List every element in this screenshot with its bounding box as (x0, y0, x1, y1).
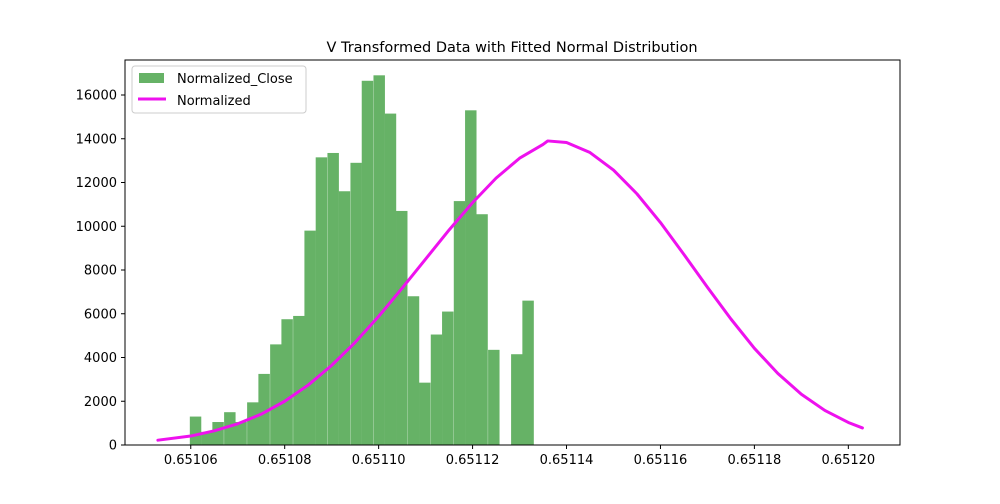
histogram-bar (430, 334, 443, 445)
legend-label-normalized: Normalized (177, 94, 251, 109)
y-tick-label: 2000 (84, 395, 117, 410)
histogram-bar (293, 315, 305, 445)
histogram-bar (338, 191, 351, 445)
y-tick-label: 10000 (76, 220, 117, 235)
histogram-bar (442, 311, 454, 445)
histogram-bar (258, 373, 270, 445)
histogram-bar (453, 201, 466, 445)
histogram-bar (419, 382, 431, 445)
legend-box (131, 65, 307, 114)
plot-area-frame (124, 59, 901, 446)
normal-curve-line (156, 139, 864, 442)
legend-swatch-normalized-close (139, 73, 164, 83)
y-tick-label: 14000 (76, 132, 117, 147)
histogram-bar (235, 422, 247, 445)
histogram-bar (384, 113, 397, 445)
histogram-bar (315, 157, 328, 445)
histogram-bar (373, 75, 385, 445)
y-tick-label: 0 (109, 439, 117, 454)
histogram-bars (189, 75, 534, 446)
histogram-bar (201, 431, 213, 446)
legend: Normalized_Close Normalized (131, 65, 307, 114)
chart-title: V Transformed Data with Fitted Normal Di… (326, 40, 697, 56)
x-tick-label: 0.65114 (540, 453, 594, 468)
histogram-bar (396, 210, 408, 445)
y-axis: 0 2000 4000 6000 8000 10000 12000 14000 16000 (76, 89, 125, 454)
x-tick-label: 0.65110 (352, 453, 406, 468)
histogram-bar (224, 412, 236, 445)
y-tick-label: 6000 (84, 307, 117, 322)
x-tick-label: 0.65106 (164, 453, 218, 468)
histogram-bar (511, 354, 523, 445)
histogram-bar (350, 162, 362, 445)
x-tick-label: 0.65108 (258, 453, 312, 468)
histogram-bar (212, 422, 224, 445)
legend-label-normalized-close: Normalized_Close (177, 72, 293, 87)
histogram-bar (270, 344, 282, 446)
y-tick-label: 16000 (76, 89, 117, 104)
histogram-bar (407, 296, 420, 445)
x-tick-label: 0.65116 (634, 453, 688, 468)
histogram-bar (465, 110, 477, 445)
y-tick-label: 4000 (84, 351, 117, 366)
histogram-bar (189, 416, 202, 445)
histogram-bar (522, 300, 534, 446)
histogram-bar (247, 402, 259, 445)
histogram-bar (304, 230, 316, 445)
x-axis: 0.65106 0.65108 0.65110 0.65112 0.65114 0.651… (164, 445, 875, 468)
x-tick-label: 0.65118 (728, 453, 782, 468)
y-tick-label: 12000 (76, 176, 117, 191)
x-tick-label: 0.65120 (821, 453, 875, 468)
histogram-bar (361, 80, 374, 445)
normal-curve-layer (156, 139, 864, 442)
histogram-bar (327, 152, 339, 445)
histogram-bar (281, 319, 293, 445)
y-tick-label: 8000 (84, 264, 117, 279)
histogram-bar (488, 349, 500, 445)
histogram-bar (476, 214, 488, 445)
x-tick-label: 0.65112 (446, 453, 500, 468)
